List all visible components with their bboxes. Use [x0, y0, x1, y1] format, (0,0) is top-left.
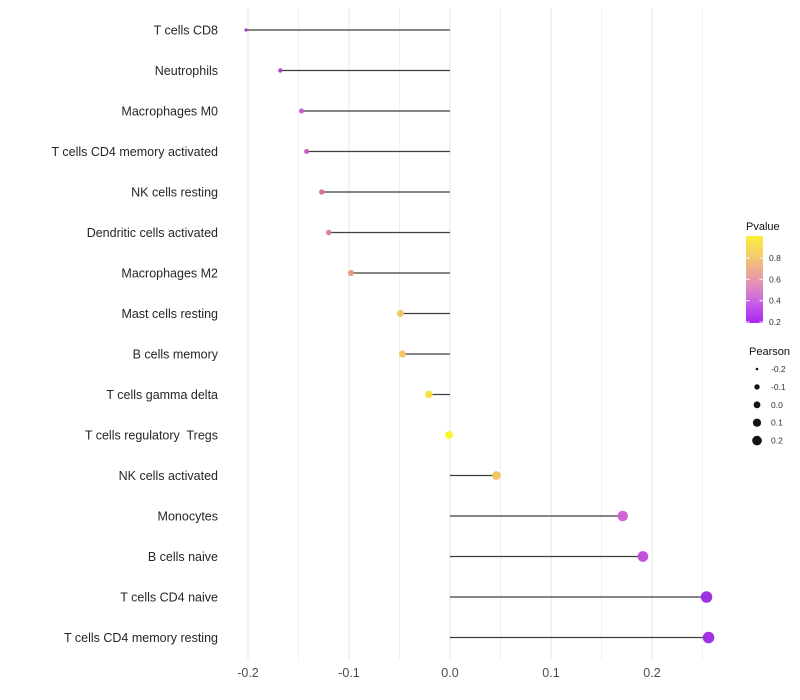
pvalue-tick-label: 0.6 [769, 274, 781, 284]
x-axis-tick-label: 0.0 [441, 666, 458, 680]
pearson-size-dot [755, 367, 759, 371]
pvalue-legend-title: Pvalue [746, 221, 780, 233]
x-axis-tick-label: -0.2 [237, 666, 259, 680]
y-axis-label: Macrophages M2 [121, 267, 218, 281]
lollipop-dot [304, 148, 310, 155]
y-axis-label: Mast cells resting [121, 307, 218, 321]
lollipop-dot [396, 309, 405, 318]
pvalue-colorbar [746, 236, 763, 323]
pearson-size-label: 0.0 [771, 400, 783, 410]
pearson-size-label: 0.2 [771, 436, 783, 446]
lollipop-dot [325, 229, 332, 236]
y-axis-label: T cells CD4 memory resting [64, 631, 218, 645]
x-axis-tick-label: 0.2 [643, 666, 660, 680]
y-axis-label: T cells CD4 memory activated [52, 145, 219, 159]
pvalue-tick-label: 0.2 [769, 317, 781, 327]
x-axis-tick-label: -0.1 [338, 666, 360, 680]
pearson-legend-title: Pearson [749, 346, 790, 358]
y-axis-label: B cells memory [133, 348, 219, 362]
pearson-size-dot [752, 418, 762, 427]
lollipop-dot [278, 68, 283, 73]
pearson-size-dot [753, 401, 761, 409]
lollipop-dot [617, 510, 628, 522]
pvalue-tick-label: 0.4 [769, 296, 781, 306]
y-axis-label: B cells naive [148, 550, 218, 564]
pearson-size-label: -0.1 [771, 382, 786, 392]
y-axis-label: T cells gamma delta [106, 388, 218, 402]
y-axis-label: Macrophages M0 [121, 105, 218, 119]
y-axis-label: T cells regulatory Tregs [85, 429, 218, 443]
pearson-size-dot [752, 435, 762, 446]
pearson-size-dot [754, 384, 760, 390]
y-axis-label: Neutrophils [155, 64, 218, 78]
lollipop-dot [318, 189, 325, 195]
pearson-size-label: 0.1 [771, 418, 783, 428]
lollipop-dot [700, 591, 713, 603]
y-axis-label: NK cells activated [119, 469, 218, 483]
lollipop-dot [347, 269, 355, 277]
lollipop-dot [299, 108, 305, 114]
lollipop-dot [637, 551, 649, 562]
x-axis-tick-label: 0.1 [542, 666, 559, 680]
pvalue-tick-label: 0.8 [769, 253, 781, 263]
y-axis-label: T cells CD8 [154, 24, 218, 38]
lollipop-dot [492, 471, 501, 480]
pearson-size-label: -0.2 [771, 364, 786, 374]
y-axis-label: Monocytes [158, 510, 218, 524]
lollipop-dot [424, 390, 433, 399]
lollipop-dot [398, 350, 407, 358]
y-axis-label: T cells CD4 naive [120, 591, 218, 605]
y-axis-label: Dendritic cells activated [87, 226, 218, 240]
lollipop-dot [444, 431, 453, 439]
lollipop-dot [702, 631, 715, 644]
y-axis-label: NK cells resting [131, 186, 218, 200]
lollipop-dot [244, 28, 248, 32]
